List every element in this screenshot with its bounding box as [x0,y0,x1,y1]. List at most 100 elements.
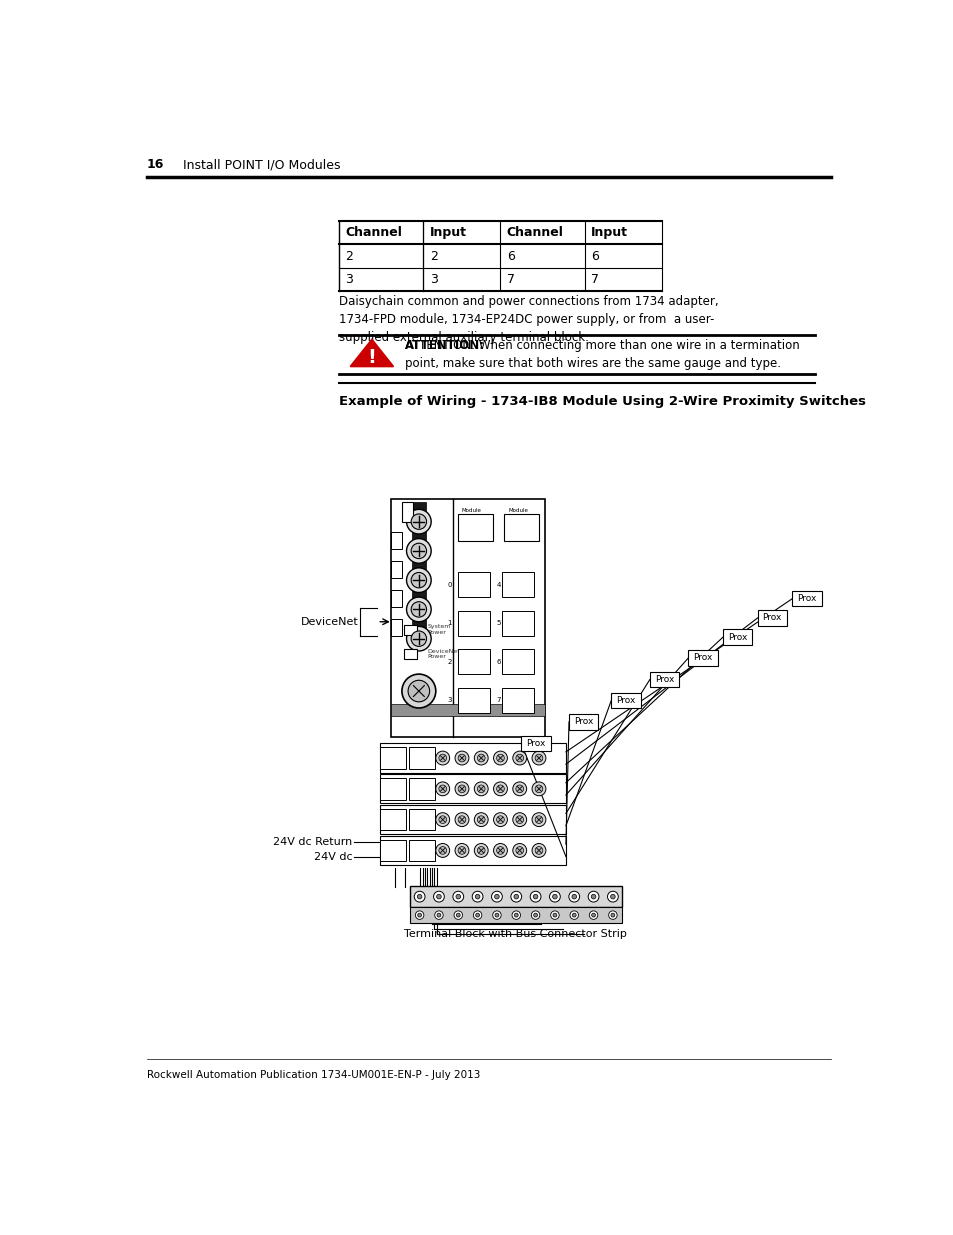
Bar [379,778,405,799]
Text: Install POINT I/O Modules: Install POINT I/O Modules [183,158,340,172]
Text: ATTENTION: When connecting more than one wire in a termination
point, make sure : ATTENTION: When connecting more than one… [405,340,799,370]
Circle shape [549,892,559,902]
Circle shape [406,568,431,593]
Bar [404,650,416,659]
Bar [520,736,550,751]
Bar [688,651,717,666]
Circle shape [414,892,425,902]
Circle shape [436,913,440,918]
Circle shape [475,894,479,899]
Circle shape [513,844,526,857]
Circle shape [436,844,449,857]
Circle shape [513,782,526,795]
Circle shape [408,680,429,701]
Circle shape [493,844,507,857]
Circle shape [456,894,460,899]
Circle shape [568,892,579,902]
Circle shape [494,894,498,899]
Circle shape [552,894,557,899]
Circle shape [457,785,465,793]
Text: 3: 3 [429,273,437,285]
Circle shape [436,894,441,899]
Circle shape [457,755,465,762]
Circle shape [436,782,449,795]
Text: Module
Status: Module Status [508,508,528,519]
Text: 7: 7 [506,273,514,285]
Circle shape [512,911,520,919]
Bar [410,908,621,923]
Text: !: ! [367,348,375,367]
Circle shape [497,755,504,762]
Text: 6: 6 [506,249,514,263]
Text: Network
Status: Network Status [461,530,484,540]
Circle shape [530,892,540,902]
Text: Terminal Block with Bus Connector Strip: Terminal Block with Bus Connector Strip [404,929,627,939]
Bar [611,693,640,708]
Bar [391,620,401,636]
Circle shape [411,631,426,646]
Text: 24V dc: 24V dc [314,852,353,862]
Text: 0: 0 [447,582,452,588]
Text: 1734
IB8: 1734 IB8 [514,701,530,713]
Circle shape [532,782,545,795]
Bar [404,625,416,635]
Circle shape [474,751,488,764]
Bar [501,611,534,636]
Circle shape [516,785,523,793]
Circle shape [513,813,526,826]
Bar [501,573,534,597]
Bar [457,611,490,636]
Text: 1: 1 [447,620,452,626]
Circle shape [497,816,504,824]
Circle shape [436,813,449,826]
Text: 1734
OB8E: 1734 OB8E [467,701,484,713]
Circle shape [535,816,542,824]
Circle shape [454,911,462,919]
Circle shape [476,785,484,793]
Text: Rockwell Automation Publication 1734-UM001E-EN-P - July 2013: Rockwell Automation Publication 1734-UM0… [147,1070,480,1079]
Circle shape [406,509,431,534]
Text: 3: 3 [345,273,353,285]
Circle shape [438,755,446,762]
Circle shape [514,913,517,918]
Text: 7: 7 [591,273,598,285]
Circle shape [455,751,469,764]
Circle shape [493,751,507,764]
Text: Input: Input [591,226,628,240]
Circle shape [473,911,481,919]
Bar [409,809,435,830]
Circle shape [433,892,444,902]
Text: 6: 6 [497,658,500,664]
Bar [757,610,786,626]
Circle shape [572,913,576,918]
Circle shape [474,813,488,826]
Circle shape [572,894,576,899]
Circle shape [535,755,542,762]
Bar [379,805,565,835]
Text: Daisychain common and power connections from 1734 adapter,
1734-FPD module, 1734: Daisychain common and power connections … [338,294,718,343]
Circle shape [532,813,545,826]
Circle shape [493,782,507,795]
Text: Channel: Channel [506,226,563,240]
Text: 24V dc Return: 24V dc Return [274,837,353,847]
Circle shape [608,911,617,919]
Text: Prox: Prox [616,695,635,705]
Circle shape [491,892,502,902]
Text: DeviceNet
Power: DeviceNet Power [427,648,459,659]
Bar [391,590,401,608]
Circle shape [476,816,484,824]
Text: Example of Wiring - 1734-IB8 Module Using 2-Wire Proximity Switches: Example of Wiring - 1734-IB8 Module Usin… [338,395,865,408]
Text: 4: 4 [497,582,500,588]
Circle shape [401,674,436,708]
Bar [457,514,493,541]
Polygon shape [350,340,393,367]
Circle shape [550,911,558,919]
Circle shape [553,913,557,918]
Bar [391,704,544,716]
Circle shape [516,755,523,762]
Text: 5: 5 [497,620,500,626]
Circle shape [610,913,614,918]
Circle shape [497,785,504,793]
Circle shape [406,626,431,651]
Circle shape [492,911,500,919]
